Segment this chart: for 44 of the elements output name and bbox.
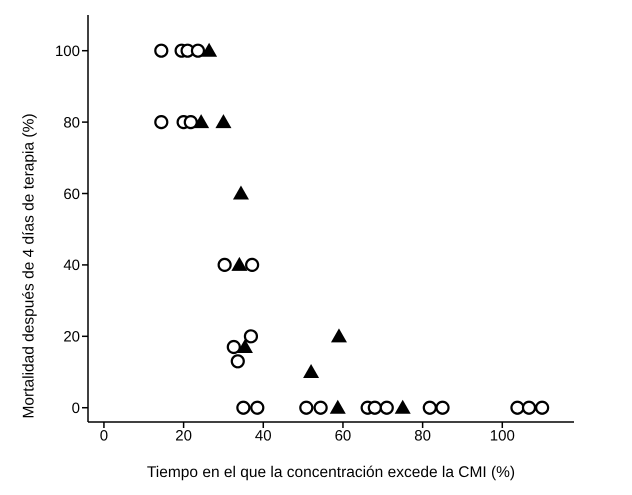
point: [201, 42, 218, 57]
point: [190, 44, 206, 58]
point: [535, 400, 550, 415]
point: [394, 400, 411, 414]
point: [510, 400, 525, 415]
point: [154, 115, 168, 130]
point: [184, 115, 198, 130]
point: [522, 400, 536, 415]
point: [330, 400, 346, 414]
point: [231, 256, 248, 271]
x-tick-label: 0: [100, 428, 108, 445]
y-tick-label: 100: [54, 43, 80, 60]
point: [232, 186, 249, 200]
point: [244, 329, 258, 344]
point: [422, 400, 437, 415]
point: [226, 340, 241, 354]
point: [314, 400, 328, 415]
point: [303, 364, 320, 378]
point: [330, 328, 347, 342]
x-axis-title: Tiempo en el que la concentración excede la CMI (%): [146, 464, 516, 481]
point: [368, 400, 382, 415]
x-tick-label: 20: [175, 428, 192, 445]
x-tick-label: 100: [490, 428, 515, 445]
point: [250, 400, 264, 415]
y-tick-label: 40: [63, 257, 80, 274]
point: [245, 258, 260, 272]
x-tick-label: 60: [334, 428, 352, 445]
point: [380, 400, 394, 415]
point: [154, 44, 168, 58]
point: [236, 339, 253, 354]
point: [435, 400, 450, 415]
point: [299, 400, 314, 415]
point: [236, 400, 250, 415]
y-tick-label: 20: [63, 328, 80, 346]
point: [230, 354, 245, 368]
y-tick-label: 0: [72, 400, 80, 418]
x-tick-label: 40: [254, 428, 272, 445]
point: [193, 114, 210, 128]
y-tick-label: 60: [63, 186, 80, 203]
point: [218, 258, 232, 272]
point: [215, 114, 232, 128]
y-axis-title: Mortalidad después de 4 días de terapia (%): [20, 113, 38, 418]
x-tick-label: 80: [414, 428, 431, 445]
y-tick-label: 80: [63, 114, 80, 132]
